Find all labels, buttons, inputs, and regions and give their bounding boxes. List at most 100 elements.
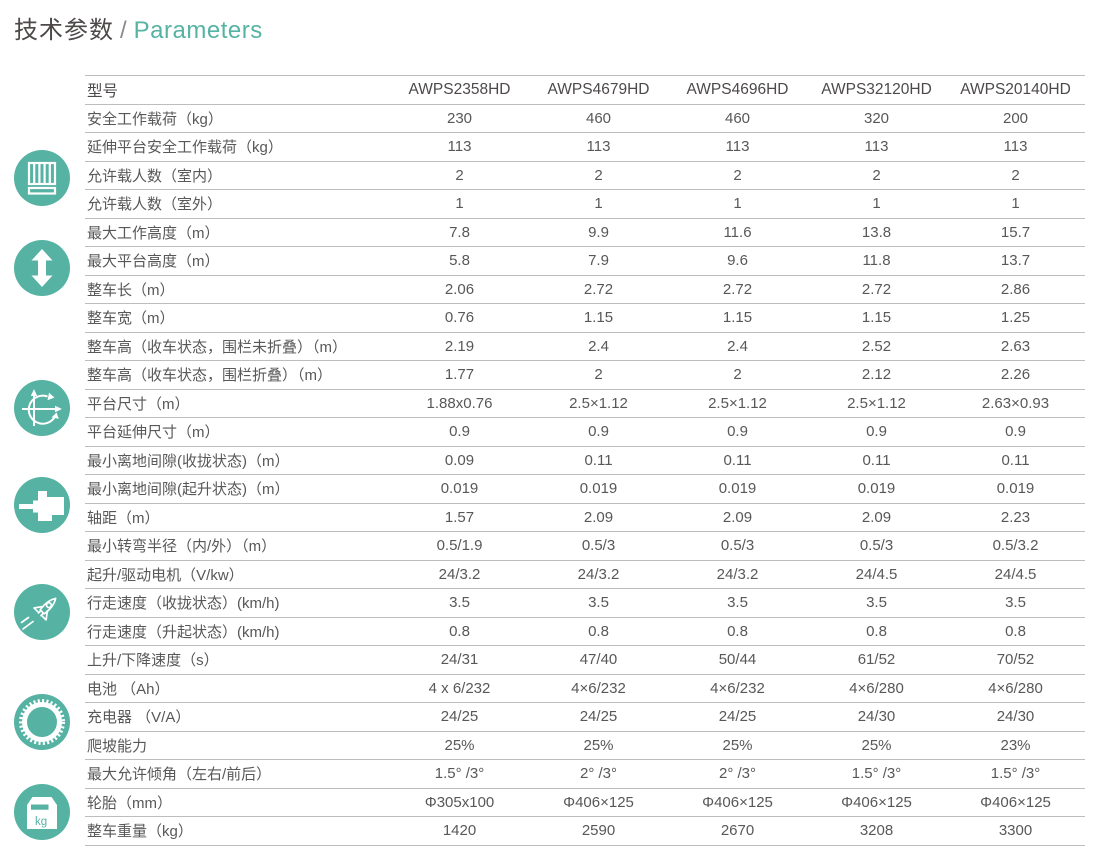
speed-rocket-icon: [14, 584, 70, 640]
cell-value: 0.11: [1001, 451, 1030, 469]
cell-value: 4×6/232: [571, 679, 626, 697]
cell-value: 15.7: [1000, 223, 1031, 241]
cell-value: 2.5×1.12: [708, 394, 767, 412]
cell-value: 24/3.2: [716, 565, 759, 583]
cell-value: 113: [1003, 138, 1028, 156]
cell-value: 0.9: [866, 423, 887, 441]
table-row: 整车宽（m） 0.76 1.15 1.15 1.15 1.25: [85, 304, 1085, 333]
cell-value: 0.8: [588, 622, 609, 640]
cell-value: 3.5: [866, 594, 887, 612]
cell-value: 2: [733, 366, 742, 384]
table-row: 整车高（收车状态，围栏折叠）（m） 1.77 2 2 2.12 2.26: [85, 361, 1085, 390]
cell-value: 4×6/280: [849, 679, 904, 697]
row-label: 充电器 （V/A）: [87, 709, 191, 727]
title-separator: /: [120, 17, 128, 44]
weight-kg-label: kg: [35, 816, 47, 828]
cell-value: 25%: [583, 736, 614, 754]
model-name: AWPS20140HD: [960, 80, 1071, 98]
table-row: 安全工作载荷（kg） 230 460 460 320 200: [85, 105, 1085, 133]
cell-value: 2: [1011, 166, 1020, 184]
cell-value: 2.06: [444, 280, 475, 298]
table-row: 整车长（m） 2.06 2.72 2.72 2.72 2.86: [85, 276, 1085, 304]
row-label: 行走速度（收拢状态）(km/h): [87, 595, 280, 613]
cell-value: 24/4.5: [855, 565, 898, 583]
cell-value: 0.76: [444, 309, 475, 327]
table-row: 上升/下降速度（s） 24/31 47/40 50/44 61/52 70/52: [85, 646, 1085, 675]
cell-value: 200: [1002, 109, 1029, 127]
cell-value: 2° /3°: [718, 765, 757, 783]
cell-value: 1.5° /3°: [434, 765, 485, 783]
table-row: 允许载人数（室内） 2 2 2 2 2: [85, 162, 1085, 190]
cell-value: 0.9: [727, 423, 748, 441]
cell-value: 2: [594, 366, 603, 384]
cell-value: 0.019: [857, 480, 896, 498]
cell-value: 24/4.5: [994, 565, 1037, 583]
cell-value: 0.8: [1005, 622, 1026, 640]
drive-motor-icon: [14, 477, 70, 533]
table-row: 允许载人数（室外） 1 1 1 1 1: [85, 190, 1085, 219]
page-title-zh: 技术参数: [14, 17, 114, 44]
cell-value: 24/31: [440, 651, 479, 669]
model-name: AWPS2358HD: [408, 80, 511, 98]
cell-value: 0.5/3: [581, 537, 616, 555]
cell-value: 13.8: [861, 223, 892, 241]
cell-value: 24/3.2: [577, 565, 620, 583]
cell-value: 230: [446, 109, 473, 127]
cell-value: 2.72: [583, 280, 614, 298]
table-row: 最小离地间隙(收拢状态)（m） 0.09 0.11 0.11 0.11 0.11: [85, 447, 1085, 475]
cell-value: 0.5/1.9: [436, 537, 483, 555]
row-label: 轮胎（mm）: [87, 794, 172, 812]
page-title-en: Parameters: [133, 17, 263, 44]
cell-value: 2: [455, 166, 464, 184]
table-row: 行走速度（升起状态）(km/h) 0.8 0.8 0.8 0.8 0.8: [85, 618, 1085, 646]
row-label: 上升/下降速度（s）: [87, 652, 219, 670]
table-row: 轮胎（mm） Φ305x100 Φ406×125 Φ406×125 Φ406×125 Φ4…: [85, 789, 1085, 817]
cell-value: 0.5/3: [720, 537, 755, 555]
table-row: 平台延伸尺寸（m） 0.9 0.9 0.9 0.9 0.9: [85, 418, 1085, 447]
row-label: 整车长（m）: [87, 281, 175, 299]
cell-value: 0.8: [727, 622, 748, 640]
cell-value: Φ406×125: [702, 793, 773, 811]
cell-value: 3.5: [449, 594, 470, 612]
table-header-row: 型号 AWPS2358HD AWPS4679HD AWPS4696HD AWPS3212…: [85, 76, 1085, 105]
table-row: 最小离地间隙(起升状态)（m） 0.019 0.019 0.019 0.019 0.019: [85, 475, 1085, 504]
cell-value: 5.8: [449, 252, 470, 270]
row-label: 整车高（收车状态，围栏折叠）（m）: [87, 367, 332, 385]
cell-value: 2.5×1.12: [847, 394, 906, 412]
platform-guardrail-icon: [14, 150, 70, 206]
cell-value: 2.4: [727, 337, 748, 355]
row-label: 最小转弯半径（内/外）（m）: [87, 538, 277, 556]
cell-value: 2° /3°: [579, 765, 618, 783]
cell-value: 24/25: [440, 708, 479, 726]
cell-value: 2.09: [861, 508, 892, 526]
row-label: 安全工作载荷（kg）: [87, 110, 223, 128]
table-row: 最小转弯半径（内/外）（m） 0.5/1.9 0.5/3 0.5/3 0.5/3 0.5/…: [85, 532, 1085, 561]
cell-value: 9.6: [727, 252, 748, 270]
cell-value: 0.019: [718, 480, 757, 498]
table-row: 爬坡能力 25% 25% 25% 25% 23%: [85, 732, 1085, 760]
cell-value: 3.5: [1005, 594, 1026, 612]
cell-value: 1.15: [583, 309, 614, 327]
cell-value: 1: [594, 195, 603, 213]
row-label: 平台延伸尺寸（m）: [87, 424, 220, 442]
cell-value: 113: [586, 138, 611, 156]
row-label: 起升/驱动电机（V/kw）: [87, 566, 244, 584]
cell-value: 25%: [722, 736, 753, 754]
cell-value: 61/52: [857, 651, 896, 669]
cell-value: 0.019: [440, 480, 479, 498]
cell-value: 70/52: [996, 651, 1035, 669]
cell-value: 1: [872, 195, 881, 213]
cell-value: 0.11: [584, 451, 613, 469]
cell-value: 2.52: [861, 337, 892, 355]
cell-value: 2.12: [861, 366, 892, 384]
table-row: 电池 （Ah） 4 x 6/232 4×6/232 4×6/232 4×6/280 4×6…: [85, 675, 1085, 703]
cell-value: 23%: [1000, 736, 1031, 754]
cell-value: 2590: [581, 822, 616, 840]
cell-value: 2670: [720, 822, 755, 840]
cell-value: 0.5/3.2: [992, 537, 1039, 555]
row-label: 电池 （Ah）: [87, 680, 170, 698]
row-label: 最大平台高度（m）: [87, 253, 220, 271]
row-label: 延伸平台安全工作载荷（kg）: [87, 139, 283, 157]
cell-value: 2.19: [444, 337, 475, 355]
cell-value: 320: [863, 109, 890, 127]
